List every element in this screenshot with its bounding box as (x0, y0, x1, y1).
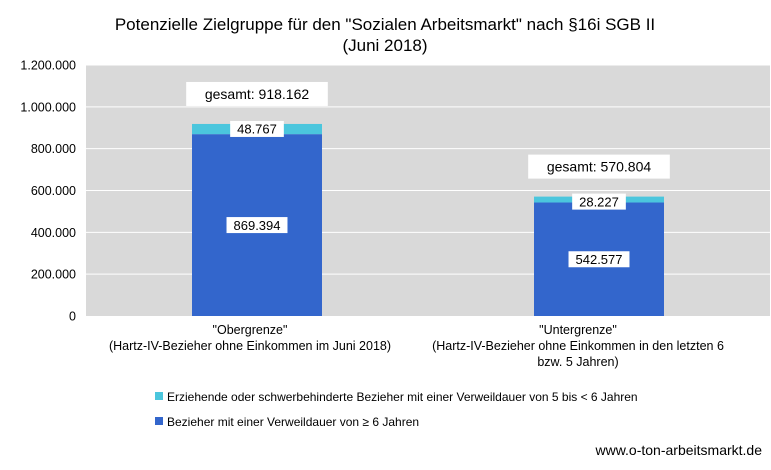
total-label-box (186, 81, 328, 106)
total-label: gesamt: 570.804 (547, 159, 652, 175)
legend-label-bezieher: Bezieher mit einer Verweildauer von ≥ 6 … (167, 415, 419, 429)
y-tick-label: 0 (69, 310, 76, 324)
y-tick-label: 1.000.000 (20, 100, 76, 114)
category-label-2-line2: (Hartz-IV-Bezieher ohne Einkommen in den… (432, 339, 724, 353)
chart-title-line2: (Juni 2018) (342, 36, 427, 55)
category-label-2-line3: bzw. 5 Jahren) (537, 355, 618, 369)
category-label-1-line2: (Hartz-IV-Bezieher ohne Einkommen im Jun… (109, 339, 391, 353)
y-tick-label: 800.000 (31, 142, 76, 156)
data-label-erziehende-box (572, 193, 626, 210)
total-label: gesamt: 918.162 (205, 86, 310, 102)
data-label-bezieher-box (226, 217, 288, 234)
category-label-2-line1: "Untergrenze" (539, 323, 617, 337)
legend-swatch-bezieher (155, 417, 163, 425)
data-label-bezieher-box (568, 251, 630, 268)
data-label-bezieher: 542.577 (576, 252, 623, 267)
data-labels: 869.394 48.767 gesamt: 918.162 542.577 28.22… (186, 81, 670, 268)
data-label-erziehende-box (230, 120, 284, 137)
source-text: www.o-ton-arbeitsmarkt.de (594, 442, 762, 458)
data-label-bezieher: 869.394 (234, 218, 281, 233)
y-tick-label: 200.000 (31, 268, 76, 282)
y-tick-label: 600.000 (31, 184, 76, 198)
data-label-erziehende: 28.227 (579, 194, 619, 209)
data-label-erziehende: 48.767 (237, 122, 277, 137)
legend-swatch-erziehende (155, 392, 163, 400)
y-axis-tick-labels: 0 200.000 400.000 600.000 800.000 1.000.000 1.… (20, 59, 76, 324)
y-tick-label: 1.200.000 (20, 59, 76, 73)
y-tick-label: 400.000 (31, 226, 76, 240)
legend-label-erziehende: Erziehende oder schwerbehinderte Beziehe… (167, 390, 638, 404)
category-label-1-line1: "Obergrenze" (213, 323, 288, 337)
total-label-box (528, 154, 670, 179)
chart-title-line1: Potenzielle Zielgruppe für den "Sozialen… (115, 15, 655, 34)
